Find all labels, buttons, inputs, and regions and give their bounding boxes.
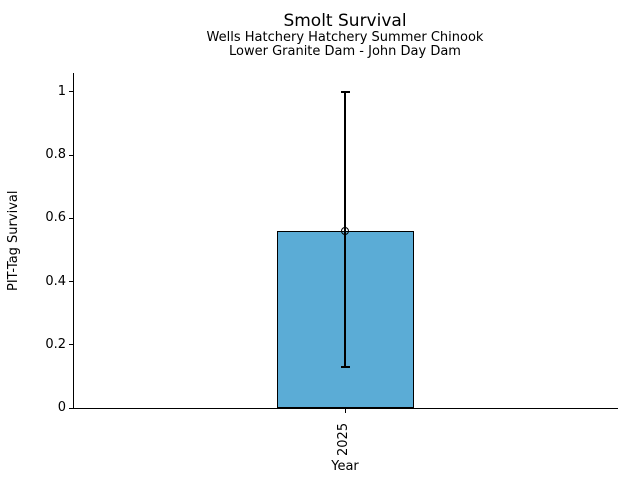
y-tick-label: 0.8 <box>45 147 66 163</box>
y-axis-label: PIT-Tag Survival <box>6 190 21 291</box>
y-tick-mark <box>69 91 73 93</box>
chart-title: Smolt Survival <box>283 11 407 31</box>
error-bar-cap-bottom <box>340 366 350 368</box>
y-tick-label: 0.6 <box>45 210 66 226</box>
y-tick-label: 0.2 <box>45 336 66 352</box>
plot-area <box>73 73 618 409</box>
chart-subtitle-line2: Lower Granite Dam - John Day Dam <box>229 44 461 59</box>
y-tick-mark <box>69 154 73 156</box>
x-tick-label: 2025 <box>336 422 351 456</box>
error-bar-cap-top <box>340 91 350 93</box>
y-tick-label: 1 <box>57 83 66 99</box>
y-tick-mark <box>69 281 73 283</box>
x-tick-mark <box>344 409 346 413</box>
y-tick-label: 0.4 <box>45 273 66 289</box>
marker-circle <box>341 227 349 236</box>
y-tick-mark <box>69 217 73 219</box>
x-axis-label: Year <box>331 459 359 474</box>
chart-subtitle-line1: Wells Hatchery Hatchery Summer Chinook <box>206 30 484 45</box>
y-tick-label: 0 <box>57 400 66 415</box>
y-tick-mark <box>69 407 73 409</box>
y-tick-mark <box>69 344 73 346</box>
